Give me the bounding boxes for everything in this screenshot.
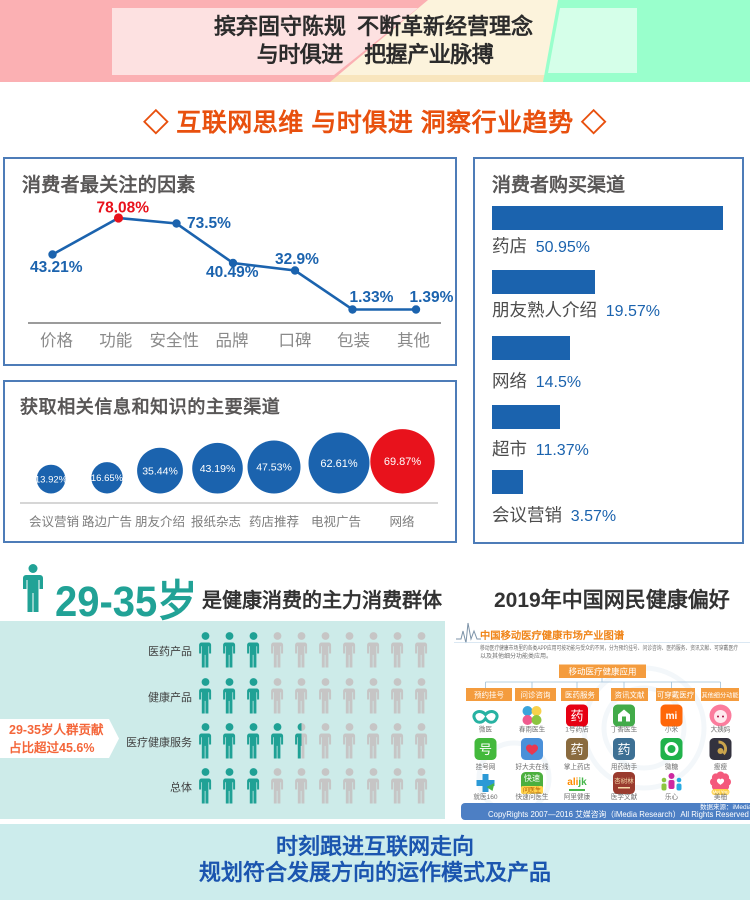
svg-text:杏树林: 杏树林 (614, 776, 634, 785)
svg-text:阿里健康: 阿里健康 (564, 792, 591, 801)
svg-text:微糖: 微糖 (665, 762, 679, 771)
svg-text:13.92%: 13.92% (35, 474, 68, 485)
svg-text:47.53%: 47.53% (256, 462, 292, 474)
svg-text:掌上药店: 掌上药店 (564, 762, 591, 771)
svg-text:健康产品: 健康产品 (148, 690, 192, 704)
svg-text:就医160: 就医160 (473, 792, 498, 801)
svg-text:会议营销: 会议营销 (29, 515, 79, 529)
svg-text:用药助手: 用药助手 (611, 762, 638, 771)
svg-text:占比超过45.6%: 占比超过45.6% (9, 740, 94, 755)
svg-text:小米: 小米 (665, 725, 679, 734)
svg-text:价格: 价格 (40, 331, 74, 350)
svg-text:药: 药 (570, 742, 583, 757)
svg-text:好大夫在线: 好大夫在线 (516, 762, 549, 771)
svg-text:号: 号 (479, 742, 492, 757)
svg-text:美柚: 美柚 (714, 792, 728, 801)
svg-text:医药服务: 医药服务 (565, 689, 595, 699)
svg-text:1.33%: 1.33% (350, 289, 394, 306)
svg-text:CopyRights 2007—2016 艾媒咨询（iMed: CopyRights 2007—2016 艾媒咨询（iMedia Researc… (488, 809, 749, 819)
svg-text:路边广告: 路边广告 (82, 514, 132, 529)
svg-text:包装: 包装 (337, 331, 370, 350)
svg-text:预约挂号: 预约挂号 (474, 689, 504, 699)
svg-text:1号药店: 1号药店 (565, 725, 589, 734)
svg-text:品牌: 品牌 (216, 331, 249, 350)
svg-text:药: 药 (617, 742, 630, 757)
svg-text:挂号网: 挂号网 (476, 762, 496, 771)
svg-text:微医: 微医 (479, 725, 493, 734)
svg-text:其他细分动能: 其他细分动能 (701, 691, 738, 699)
svg-text:医疗健康服务: 医疗健康服务 (126, 735, 192, 749)
svg-text:mi: mi (666, 711, 678, 722)
svg-text:快速: 快速 (524, 773, 540, 783)
svg-text:报纸杂志: 报纸杂志 (191, 514, 241, 529)
svg-text:32.9%: 32.9% (275, 251, 319, 268)
svg-text:43.21%: 43.21% (30, 259, 83, 276)
svg-text:功能: 功能 (99, 331, 132, 350)
svg-text:29-35岁人群贡献: 29-35岁人群贡献 (9, 722, 104, 737)
svg-text:移动医疗健康应用: 移动医疗健康应用 (568, 667, 636, 677)
svg-text:药: 药 (570, 709, 583, 724)
svg-text:快速问医生: 快速问医生 (516, 792, 549, 801)
svg-text:问诊咨询: 问诊咨询 (521, 689, 551, 699)
svg-text:资讯文献: 资讯文献 (615, 689, 645, 699)
svg-text:大姨妈: 大姨妈 (711, 725, 731, 734)
svg-text:其他: 其他 (397, 331, 430, 350)
svg-text:药店推荐: 药店推荐 (249, 515, 299, 529)
svg-text:问医生: 问医生 (523, 786, 541, 794)
svg-text:35.44%: 35.44% (142, 465, 178, 477)
svg-text:40.49%: 40.49% (206, 264, 259, 281)
svg-text:以及其他细分功能类应用。: 以及其他细分功能类应用。 (480, 652, 552, 660)
svg-text:69.87%: 69.87% (384, 456, 422, 468)
svg-text:数据来源：iMedia Research: 数据来源：iMedia Research (700, 802, 750, 811)
svg-text:62.61%: 62.61% (320, 458, 358, 470)
svg-text:73.5%: 73.5% (187, 215, 231, 232)
svg-text:43.19%: 43.19% (200, 463, 236, 475)
svg-text:16.65%: 16.65% (91, 473, 124, 484)
svg-text:alijk: alijk (567, 777, 587, 788)
svg-text:乐心: 乐心 (665, 792, 679, 801)
svg-text:医药产品: 医药产品 (148, 644, 192, 658)
svg-text:总体: 总体 (170, 780, 192, 794)
svg-text:可穿戴医疗: 可穿戴医疗 (657, 689, 695, 699)
svg-text:78.08%: 78.08% (97, 200, 150, 217)
svg-text:网络: 网络 (389, 514, 415, 529)
svg-text:电视广告: 电视广告 (311, 514, 361, 529)
svg-text:丁香医生: 丁香医生 (611, 725, 638, 734)
svg-text:朋友介绍: 朋友介绍 (135, 515, 185, 529)
svg-text:医学文献: 医学文献 (611, 792, 638, 801)
svg-text:1.39%: 1.39% (410, 289, 454, 306)
svg-text:中国移动医疗健康市场产业图谱: 中国移动医疗健康市场产业图谱 (480, 629, 625, 642)
svg-text:移动医疗健康市场里的各类APP应用可按功能与受众的不同，分为: 移动医疗健康市场里的各类APP应用可按功能与受众的不同，分为预约挂号、问诊咨询、… (480, 644, 738, 652)
svg-text:口碑: 口碑 (279, 331, 312, 350)
svg-text:Mei You: Mei You (712, 790, 729, 795)
svg-text:瘦瘦: 瘦瘦 (714, 762, 728, 771)
svg-text:春雨医生: 春雨医生 (519, 725, 546, 734)
svg-text:安全性: 安全性 (149, 331, 199, 350)
